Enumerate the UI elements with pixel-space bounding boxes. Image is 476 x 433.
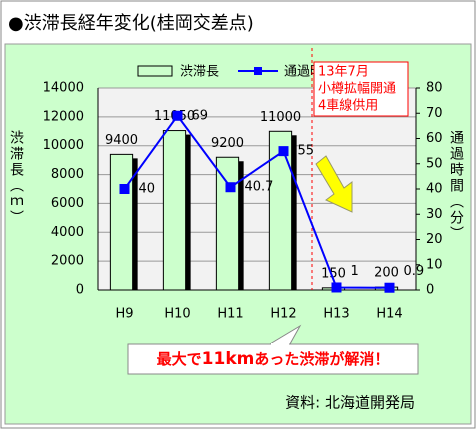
line-marker (225, 182, 236, 193)
line-marker (331, 282, 342, 293)
line-label: 40 (139, 182, 156, 197)
callout-part: 11km (202, 349, 255, 369)
y2-tick-label: 0 (426, 283, 434, 298)
line-marker (384, 282, 395, 293)
x-tick-label: H11 (217, 307, 243, 322)
callout-part: 最大で (157, 350, 202, 368)
line-label: 0.9 (404, 264, 425, 279)
y2-tick-label: 70 (426, 106, 443, 121)
bar (268, 130, 293, 291)
bar-label: 150 (321, 266, 346, 281)
source: 資料: 北海道開発局 (285, 394, 415, 412)
legend-label: 渋滞長 (180, 65, 219, 80)
plot-area (98, 88, 416, 290)
chart-title: ●渋滞長経年変化(桂岡交差点) (8, 13, 254, 34)
y2-tick-label: 10 (426, 257, 443, 272)
y-tick-label: 8000 (51, 167, 84, 182)
y-tick-label: 12000 (43, 109, 84, 124)
x-tick-label: H13 (323, 307, 349, 322)
x-tick-label: H10 (164, 307, 190, 322)
y2-tick-label: 60 (426, 131, 443, 146)
line-label: 55 (298, 144, 315, 159)
y2-tick-label: 50 (426, 156, 443, 171)
bar-label: 9400 (105, 133, 138, 148)
line (123, 114, 390, 289)
callout-part: あった渋滞が解消！ (254, 350, 389, 368)
note-line: 13年7月 (318, 65, 369, 80)
y2-tick-label: 40 (426, 182, 443, 197)
y2-tick-label: 30 (426, 207, 443, 222)
y-tick-label: 6000 (51, 196, 84, 211)
y2-tick-label: 20 (426, 232, 443, 247)
x-tick-label: H14 (376, 307, 402, 322)
bar (109, 153, 134, 291)
bar (162, 130, 187, 291)
line-marker (172, 110, 183, 121)
bar (215, 156, 240, 291)
y-tick-label: 0 (76, 283, 84, 298)
note-line: 小樽拡幅開通 (318, 81, 396, 97)
line-label: 40.7 (245, 180, 274, 195)
line-marker (119, 184, 130, 194)
legend-swatch (137, 65, 173, 77)
y-tick-label: 2000 (51, 254, 84, 269)
y-tick-label: 10000 (43, 138, 84, 153)
y-tick-label: 14000 (43, 81, 84, 96)
arrow (315, 155, 353, 213)
x-tick-label: H12 (270, 307, 296, 322)
x-tick-label: H9 (115, 307, 133, 322)
callout: 最大で11kmあった渋滞が解消！ (157, 349, 390, 369)
y-axis-label: 渋滞長（ｍ） (8, 130, 24, 226)
note-line: 4車線供用 (318, 98, 378, 114)
bar-label: 200 (374, 266, 399, 281)
bar-label: 11000 (260, 110, 301, 125)
line-marker (278, 146, 289, 157)
legend-swatch (254, 67, 262, 75)
y2-axis-label: 通過時間（分） (448, 130, 464, 242)
note-box (313, 61, 409, 117)
bar-label: 9200 (211, 136, 244, 151)
line-label: 1 (351, 264, 359, 279)
line-label: 69 (192, 108, 209, 123)
y-tick-label: 4000 (51, 225, 84, 240)
y2-tick-label: 80 (426, 81, 443, 96)
